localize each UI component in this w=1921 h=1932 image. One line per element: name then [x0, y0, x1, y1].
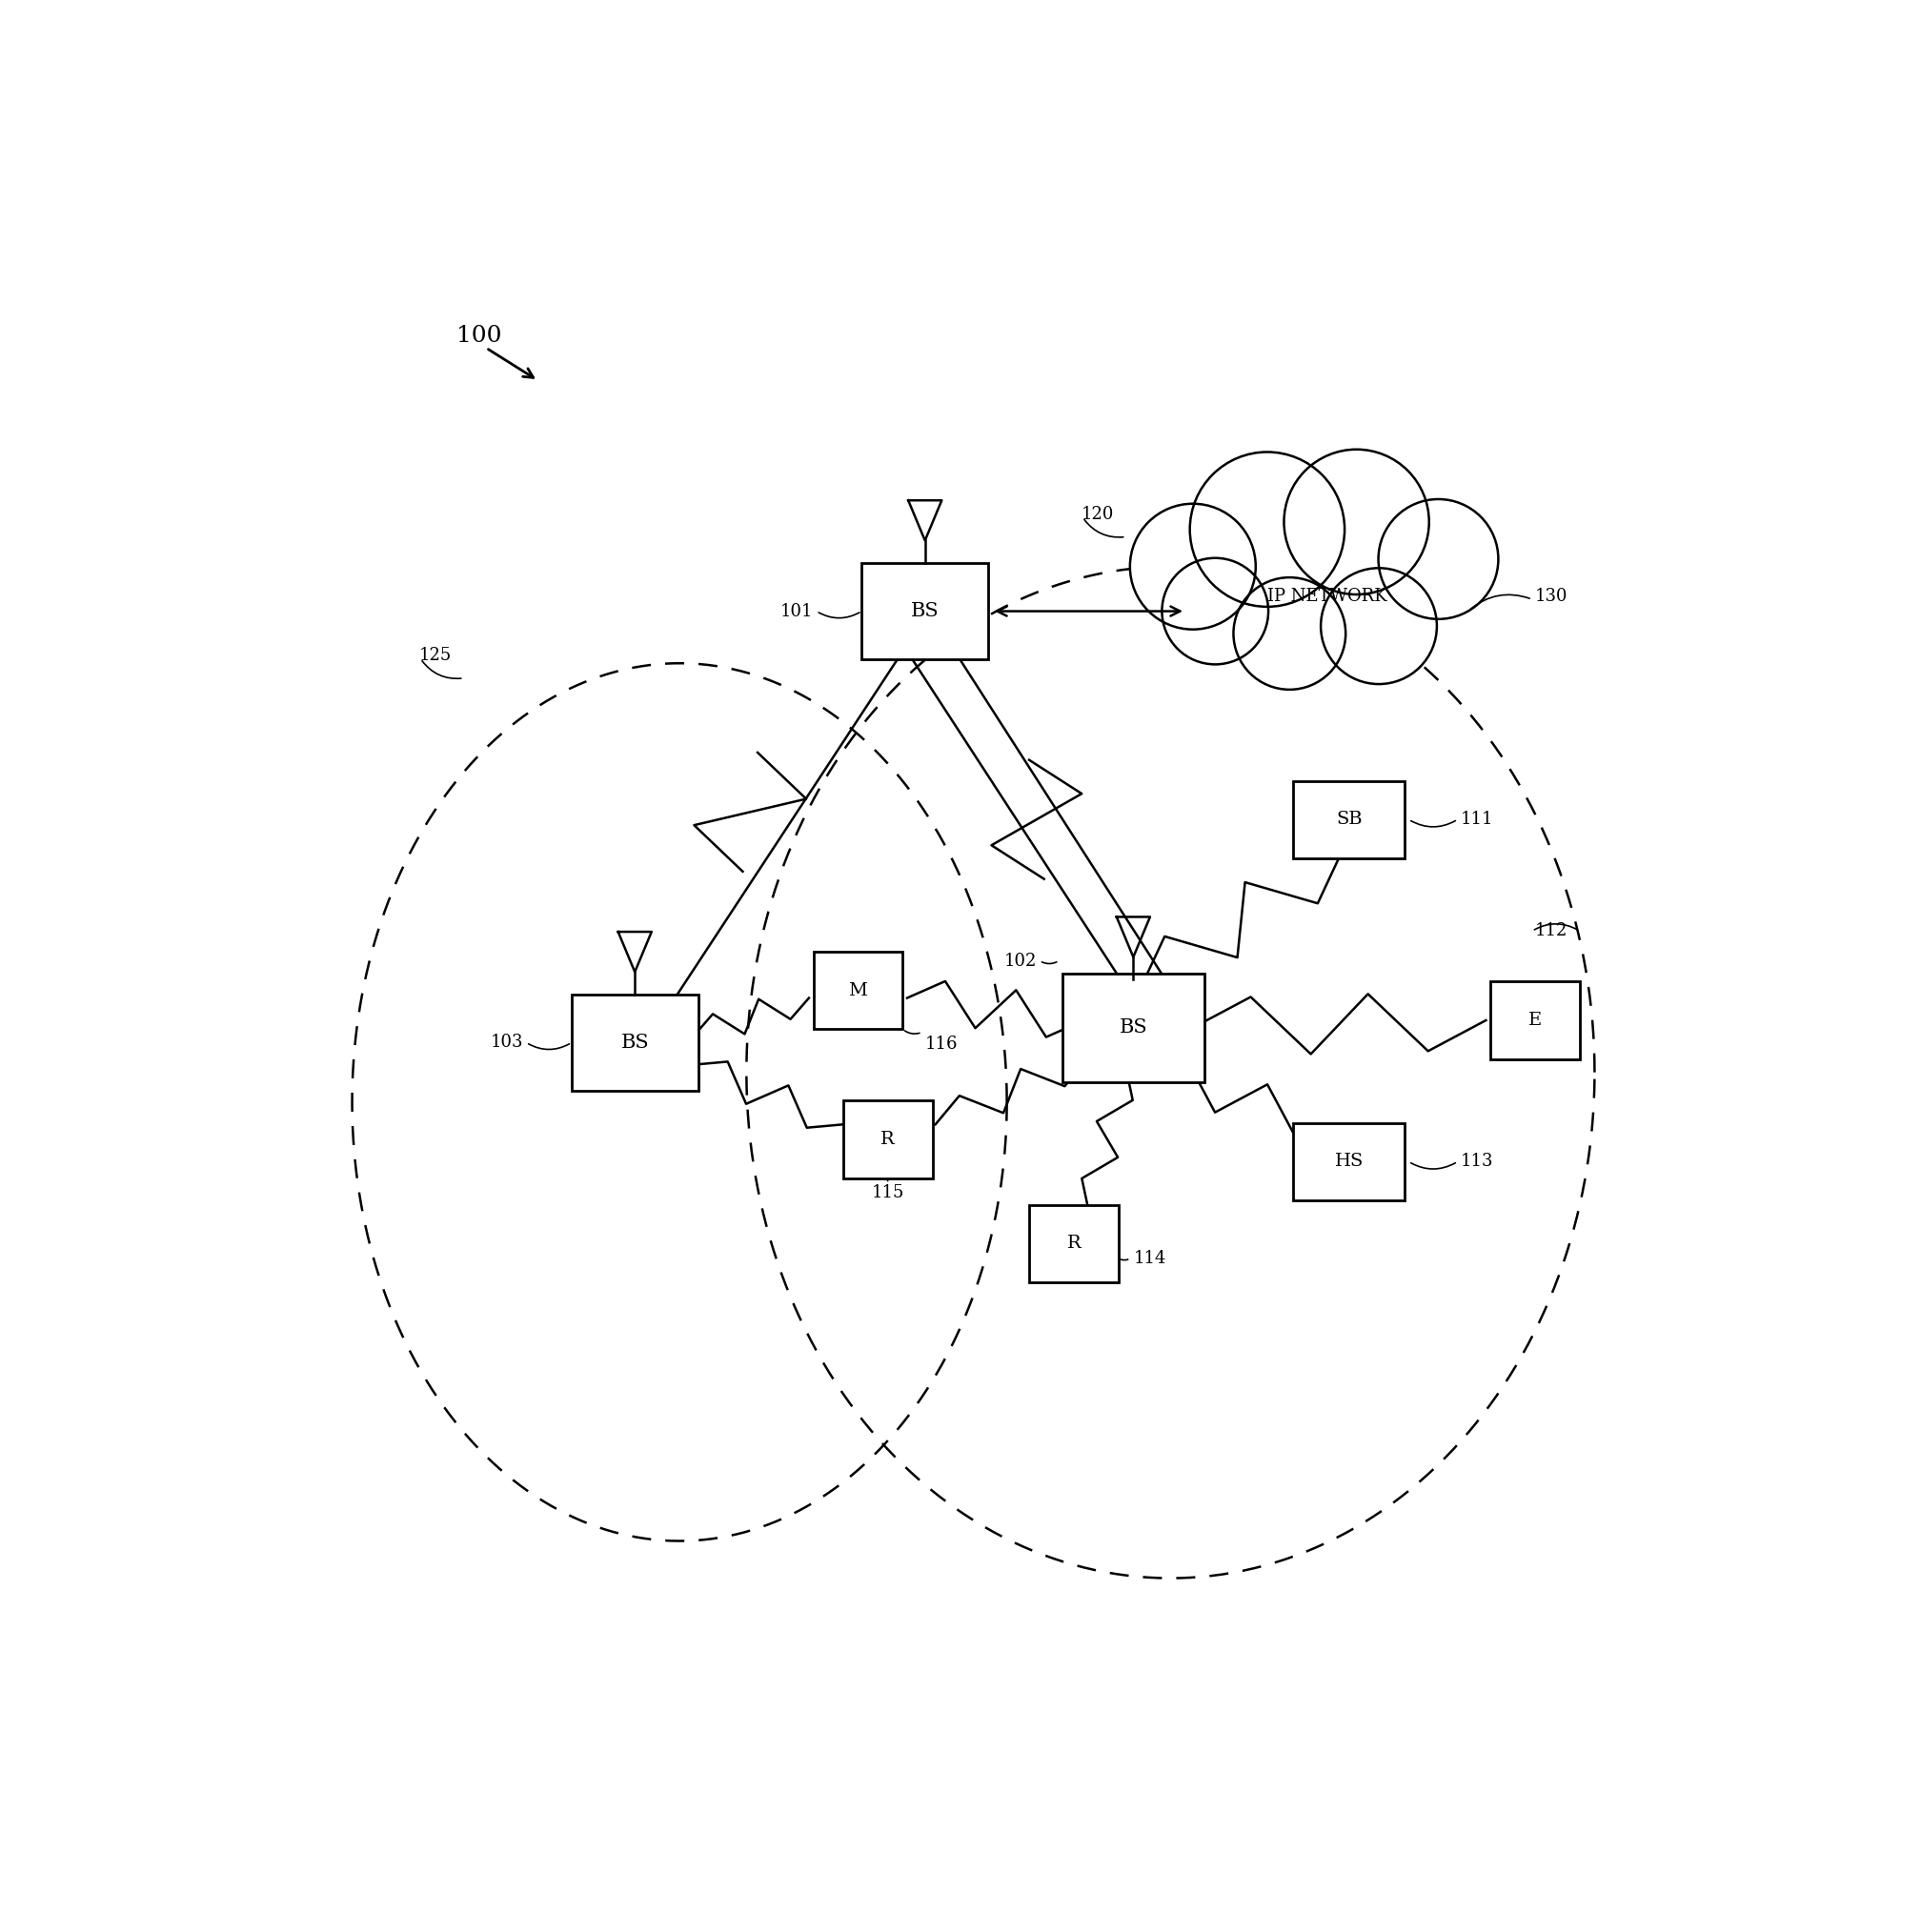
Text: R: R: [880, 1130, 895, 1148]
Text: SB: SB: [1335, 811, 1362, 829]
Text: IP NETWORK: IP NETWORK: [1266, 587, 1387, 605]
Text: 116: 116: [926, 1036, 959, 1053]
FancyBboxPatch shape: [1030, 1206, 1118, 1283]
Text: 113: 113: [1460, 1153, 1493, 1171]
Text: 125: 125: [419, 647, 451, 665]
Text: 111: 111: [1460, 811, 1493, 829]
FancyBboxPatch shape: [813, 952, 903, 1030]
Text: R: R: [1066, 1235, 1082, 1252]
Text: 115: 115: [872, 1184, 905, 1202]
Text: BS: BS: [1120, 1018, 1147, 1037]
Circle shape: [1379, 498, 1498, 618]
Text: BS: BS: [911, 603, 939, 620]
FancyBboxPatch shape: [572, 995, 697, 1092]
FancyBboxPatch shape: [1293, 781, 1404, 858]
Text: 120: 120: [1082, 506, 1114, 524]
FancyBboxPatch shape: [1062, 974, 1204, 1082]
Circle shape: [1283, 450, 1429, 595]
Circle shape: [1162, 558, 1268, 665]
FancyBboxPatch shape: [863, 562, 987, 659]
Text: HS: HS: [1335, 1153, 1364, 1171]
Text: 114: 114: [1133, 1250, 1166, 1267]
FancyBboxPatch shape: [843, 1101, 932, 1179]
Text: 112: 112: [1535, 922, 1568, 939]
Text: 130: 130: [1535, 587, 1568, 605]
Text: 101: 101: [780, 603, 813, 620]
Circle shape: [1189, 452, 1345, 607]
Circle shape: [1322, 568, 1437, 684]
Text: 102: 102: [1005, 952, 1037, 970]
Text: BS: BS: [620, 1034, 649, 1051]
Text: 103: 103: [490, 1034, 523, 1051]
Text: 100: 100: [457, 325, 501, 348]
FancyBboxPatch shape: [1491, 981, 1579, 1059]
FancyBboxPatch shape: [1293, 1122, 1404, 1200]
Text: E: E: [1529, 1012, 1543, 1030]
Text: M: M: [849, 981, 868, 999]
Circle shape: [1130, 504, 1256, 630]
Circle shape: [1233, 578, 1345, 690]
